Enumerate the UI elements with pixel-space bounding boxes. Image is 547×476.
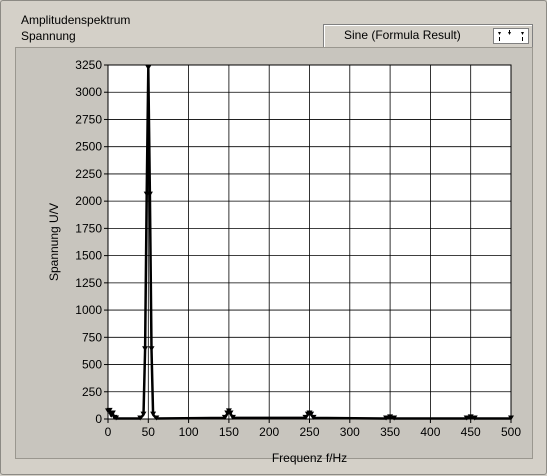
y-tick-label: 3250 xyxy=(75,58,102,72)
y-tick-label: 250 xyxy=(82,385,102,399)
x-tick-label: 300 xyxy=(340,425,360,439)
data-point-marker xyxy=(153,415,160,421)
data-point-marker xyxy=(145,65,152,71)
legend-plot-style-icon[interactable] xyxy=(493,28,529,44)
data-point-marker xyxy=(308,411,315,417)
y-tick-label: 2000 xyxy=(75,194,102,208)
data-point-marker xyxy=(508,415,514,421)
x-tick-label: 150 xyxy=(219,425,239,439)
data-point-marker xyxy=(383,415,390,421)
data-point-marker xyxy=(229,414,236,420)
data-point-marker xyxy=(140,411,147,417)
y-axis-title: Spannung U/V xyxy=(47,203,61,281)
y-tick-label: 2250 xyxy=(75,167,102,181)
y-tick-label: 750 xyxy=(82,330,102,344)
y-axis-ticks: 0 250 500 750 1000 1250 1500 1750 2000 2250 2500 27… xyxy=(75,58,108,426)
y-tick-label: 2500 xyxy=(75,140,102,154)
data-point-marker xyxy=(463,415,470,421)
x-tick-label: 400 xyxy=(420,425,440,439)
chart-title-block: Amplitudenspektrum Spannung xyxy=(21,12,130,44)
y-tick-label: 2750 xyxy=(75,112,102,126)
x-tick-label: 350 xyxy=(380,425,400,439)
chart-subtitle: Spannung xyxy=(21,29,76,43)
x-tick-label: 450 xyxy=(461,425,481,439)
x-tick-label: 200 xyxy=(259,425,279,439)
data-point-marker xyxy=(310,414,317,420)
data-point-marker xyxy=(137,415,144,421)
y-tick-label: 1500 xyxy=(75,249,102,263)
x-axis-title: Frequenz f/Hz xyxy=(272,451,347,465)
data-point-marker xyxy=(391,415,398,421)
chart-title: Amplitudenspektrum xyxy=(21,13,131,27)
x-tick-label: 0 xyxy=(105,425,112,439)
y-tick-label: 0 xyxy=(95,412,102,426)
x-tick-label: 100 xyxy=(179,425,199,439)
y-tick-label: 1250 xyxy=(75,276,102,290)
data-point-marker xyxy=(148,346,155,352)
grid-lines xyxy=(108,65,511,419)
x-tick-label: 500 xyxy=(501,425,521,439)
legend-series-label: Sine (Formula Result) xyxy=(344,28,461,42)
plot-legend[interactable]: Sine (Formula Result) xyxy=(323,24,533,48)
data-point-marker xyxy=(302,414,309,420)
series-layer xyxy=(105,65,514,421)
y-tick-label: 1000 xyxy=(75,303,102,317)
data-point-marker xyxy=(150,411,157,417)
data-point-marker xyxy=(146,191,153,197)
y-tick-label: 500 xyxy=(82,358,102,372)
data-point-marker xyxy=(113,415,120,421)
data-point-marker xyxy=(106,407,113,413)
data-point-marker xyxy=(221,414,228,420)
y-tick-label: 1750 xyxy=(75,221,102,235)
x-tick-label: 250 xyxy=(299,425,319,439)
data-point-marker xyxy=(471,415,478,421)
y-tick-label: 3000 xyxy=(75,85,102,99)
data-point-marker xyxy=(109,410,116,416)
data-point-marker xyxy=(142,346,149,352)
data-point-marker xyxy=(227,410,234,416)
x-tick-label: 50 xyxy=(142,425,156,439)
x-axis-ticks: 0 50 100 150 200 250 300 350 400 450 500 xyxy=(105,419,521,439)
